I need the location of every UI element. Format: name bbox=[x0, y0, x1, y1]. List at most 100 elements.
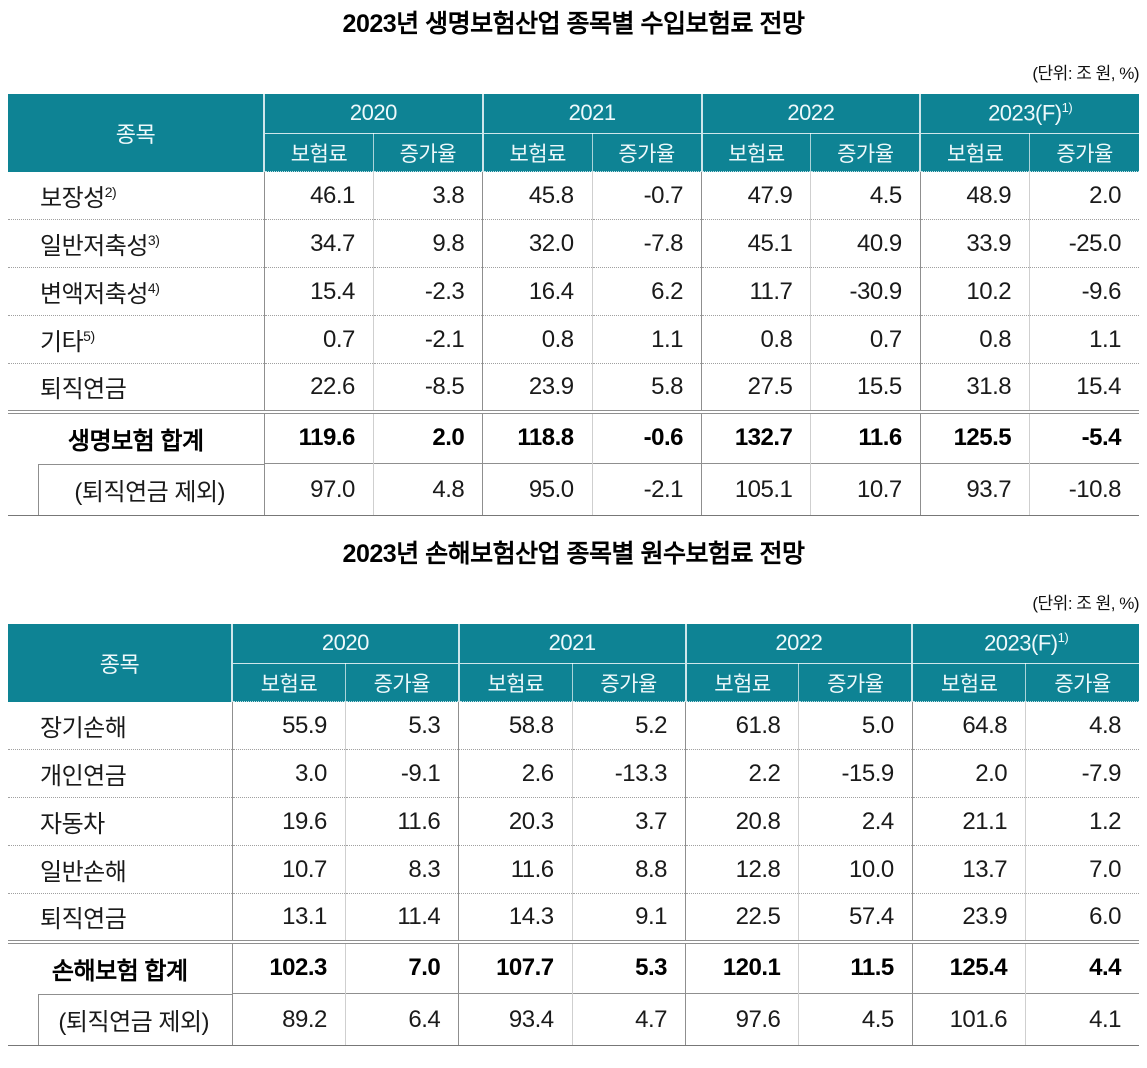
life-insurance-table: 종목 2020 2021 2022 2023(F)1) 보험료 증가율 보험료 … bbox=[8, 93, 1139, 516]
cell: 95.0 bbox=[482, 463, 593, 516]
col-header-premium: 보험료 bbox=[911, 663, 1026, 702]
cell: 97.6 bbox=[684, 993, 799, 1046]
cell: 6.0 bbox=[1025, 893, 1139, 942]
cell: 2.4 bbox=[798, 797, 913, 846]
cell: 13.7 bbox=[911, 845, 1026, 894]
col-header-2023f: 2023(F)1) bbox=[919, 93, 1139, 134]
row-label-text: 기타 bbox=[40, 329, 84, 356]
cell: -9.1 bbox=[344, 749, 459, 798]
footnote-marker: 4) bbox=[147, 280, 160, 296]
cell: 46.1 bbox=[263, 171, 374, 220]
cell: 101.6 bbox=[911, 993, 1026, 1046]
cell: 2.2 bbox=[684, 749, 799, 798]
cell: 102.3 bbox=[231, 939, 346, 994]
cell: 0.8 bbox=[482, 315, 593, 364]
year-2023f-label: 2023(F) bbox=[984, 630, 1058, 656]
cell: 11.6 bbox=[344, 797, 459, 846]
cell: 6.4 bbox=[344, 993, 459, 1046]
cell: 4.1 bbox=[1025, 993, 1139, 1046]
col-header-2021: 2021 bbox=[457, 623, 686, 664]
cell: 12.8 bbox=[684, 845, 799, 894]
cell: 33.9 bbox=[919, 219, 1030, 268]
cell: 22.6 bbox=[263, 363, 374, 412]
cell: 93.4 bbox=[458, 993, 573, 1046]
table2-header: 종목 2020 2021 2022 2023(F)1) 보험료 증가율 보험료 … bbox=[8, 623, 1139, 702]
cell: 27.5 bbox=[700, 363, 811, 412]
report-page: 2023년 생명보험산업 종목별 수입보험료 전망 (단위: 조 원, %) 종… bbox=[8, 8, 1140, 1046]
cell: 23.9 bbox=[911, 893, 1026, 942]
cell: 120.1 bbox=[684, 939, 799, 994]
row-label-text: 퇴직연금 bbox=[40, 906, 127, 934]
table-row: 변액저축성4) 15.4 -2.3 16.4 6.2 11.7 -30.9 10… bbox=[8, 267, 1139, 316]
table-row: 일반저축성3) 34.7 9.8 32.0 -7.8 45.1 40.9 33.… bbox=[8, 219, 1139, 268]
col-header-growth: 증가율 bbox=[591, 133, 702, 172]
table-row: 일반손해 10.7 8.3 11.6 8.8 12.8 10.0 13.7 7.… bbox=[8, 845, 1139, 894]
cell: 23.9 bbox=[482, 363, 593, 412]
cell: 34.7 bbox=[263, 219, 374, 268]
footnote-marker: 1) bbox=[1061, 100, 1073, 116]
cell: 4.7 bbox=[571, 993, 686, 1046]
cell: 4.5 bbox=[810, 171, 921, 220]
cell: 5.8 bbox=[591, 363, 702, 412]
table1-title: 2023년 생명보험산업 종목별 수입보험료 전망 bbox=[342, 10, 805, 38]
cell: -10.8 bbox=[1029, 463, 1139, 516]
row-label-text: 개인연금 bbox=[40, 763, 127, 790]
table1-subheader-row: 보험료 증가율 보험료 증가율 보험료 증가율 보험료 증가율 bbox=[8, 133, 1139, 172]
table-row: 개인연금 3.0 -9.1 2.6 -13.3 2.2 -15.9 2.0 -7… bbox=[8, 749, 1139, 798]
cell: 21.1 bbox=[911, 797, 1026, 846]
life-insurance-section: 2023년 생명보험산업 종목별 수입보험료 전망 (단위: 조 원, %) 종… bbox=[8, 8, 1140, 516]
cell: 9.8 bbox=[372, 219, 483, 268]
cell: 3.0 bbox=[231, 749, 346, 798]
col-header-premium: 보험료 bbox=[700, 133, 811, 172]
col-header-growth: 증가율 bbox=[1025, 663, 1139, 702]
total-row: 생명보험 합계 119.6 2.0 118.8 -0.6 132.7 11.6 … bbox=[8, 409, 1139, 464]
cell: 1.2 bbox=[1025, 797, 1139, 846]
cell: 64.8 bbox=[911, 701, 1026, 750]
cell: 4.8 bbox=[1025, 701, 1139, 750]
cell: 4.8 bbox=[372, 463, 483, 516]
total-excl-label: (퇴직연금 제외) bbox=[8, 993, 232, 1046]
total-excl-label: (퇴직연금 제외) bbox=[8, 463, 264, 516]
cell: -30.9 bbox=[810, 267, 921, 316]
cell: 31.8 bbox=[919, 363, 1030, 412]
cell: 11.6 bbox=[458, 845, 573, 894]
cell: 15.4 bbox=[1029, 363, 1139, 412]
col-header-category: 종목 bbox=[8, 93, 264, 172]
total-row: 손해보험 합계 102.3 7.0 107.7 5.3 120.1 11.5 1… bbox=[8, 939, 1139, 994]
cell: 20.3 bbox=[458, 797, 573, 846]
table-row: 보장성2) 46.1 3.8 45.8 -0.7 47.9 4.5 48.9 2… bbox=[8, 171, 1139, 220]
col-header-2021: 2021 bbox=[481, 93, 702, 134]
cell: -2.1 bbox=[591, 463, 702, 516]
cell: 6.2 bbox=[591, 267, 702, 316]
cell: 11.7 bbox=[700, 267, 811, 316]
col-header-2022: 2022 bbox=[700, 93, 921, 134]
col-header-premium: 보험료 bbox=[457, 663, 573, 702]
table-row: 기타5) 0.7 -2.1 0.8 1.1 0.8 0.7 0.8 1.1 bbox=[8, 315, 1139, 364]
cell: 2.6 bbox=[458, 749, 573, 798]
cell: 2.0 bbox=[372, 409, 483, 464]
total-label: 생명보험 합계 bbox=[8, 409, 264, 464]
col-header-growth: 증가율 bbox=[372, 133, 483, 172]
cell: 0.8 bbox=[919, 315, 1030, 364]
cell: -8.5 bbox=[372, 363, 483, 412]
cell: 19.6 bbox=[231, 797, 346, 846]
nonlife-insurance-table: 종목 2020 2021 2022 2023(F)1) 보험료 증가율 보험료 … bbox=[8, 623, 1139, 1046]
cell: 2.0 bbox=[911, 749, 1026, 798]
cell: 125.5 bbox=[919, 409, 1030, 464]
cell: 15.5 bbox=[810, 363, 921, 412]
col-header-growth: 증가율 bbox=[1029, 133, 1139, 172]
row-label-text: 퇴직연금 bbox=[40, 376, 127, 404]
row-label: 장기손해 bbox=[8, 702, 232, 750]
cell: -15.9 bbox=[798, 749, 913, 798]
col-header-premium: 보험료 bbox=[262, 133, 374, 172]
cell: 97.0 bbox=[263, 463, 374, 516]
cell: 3.7 bbox=[571, 797, 686, 846]
cell: -2.3 bbox=[372, 267, 483, 316]
cell: 10.7 bbox=[810, 463, 921, 516]
cell: 1.1 bbox=[591, 315, 702, 364]
row-label: 개인연금 bbox=[8, 749, 232, 798]
cell: -9.6 bbox=[1029, 267, 1139, 316]
cell: 16.4 bbox=[482, 267, 593, 316]
cell: 5.2 bbox=[571, 701, 686, 750]
cell: 4.4 bbox=[1025, 939, 1139, 994]
